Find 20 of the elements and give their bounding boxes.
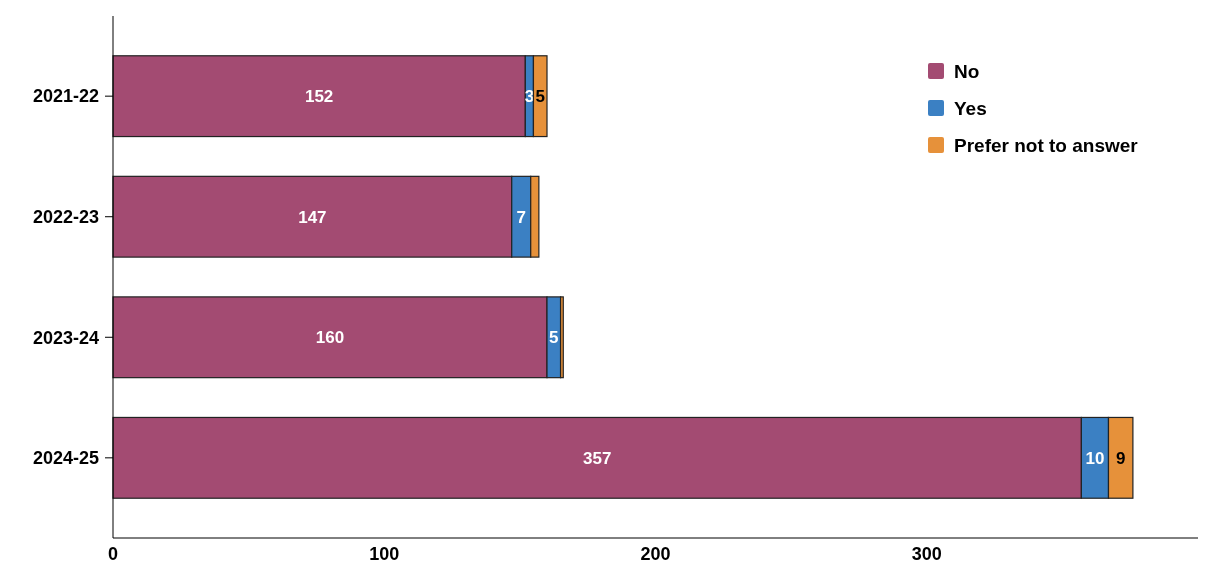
y-tick-label: 2022-23	[32, 207, 99, 228]
data-label: 5	[535, 87, 545, 107]
data-label: 7	[516, 207, 526, 227]
data-label: 5	[549, 328, 559, 348]
data-label: 160	[315, 328, 345, 348]
y-tick-label: 2021-22	[32, 86, 99, 107]
legend-label: Prefer not to answer	[954, 134, 1139, 156]
x-tick-label: 300	[911, 544, 942, 564]
x-tick-label: 100	[369, 544, 400, 564]
y-tick-label: 2024-25	[32, 448, 99, 469]
x-tick-label: 200	[640, 544, 671, 564]
data-label: 10	[1085, 448, 1105, 468]
legend-label: Yes	[954, 97, 987, 119]
data-label: 147	[298, 207, 327, 227]
data-label: 152	[304, 87, 334, 107]
y-tick-label: 2023-24	[32, 327, 99, 348]
data-label: 357	[582, 448, 612, 468]
x-tick-label: 0	[107, 544, 119, 564]
legend-label: No	[954, 60, 980, 82]
data-label: 9	[1115, 448, 1126, 468]
